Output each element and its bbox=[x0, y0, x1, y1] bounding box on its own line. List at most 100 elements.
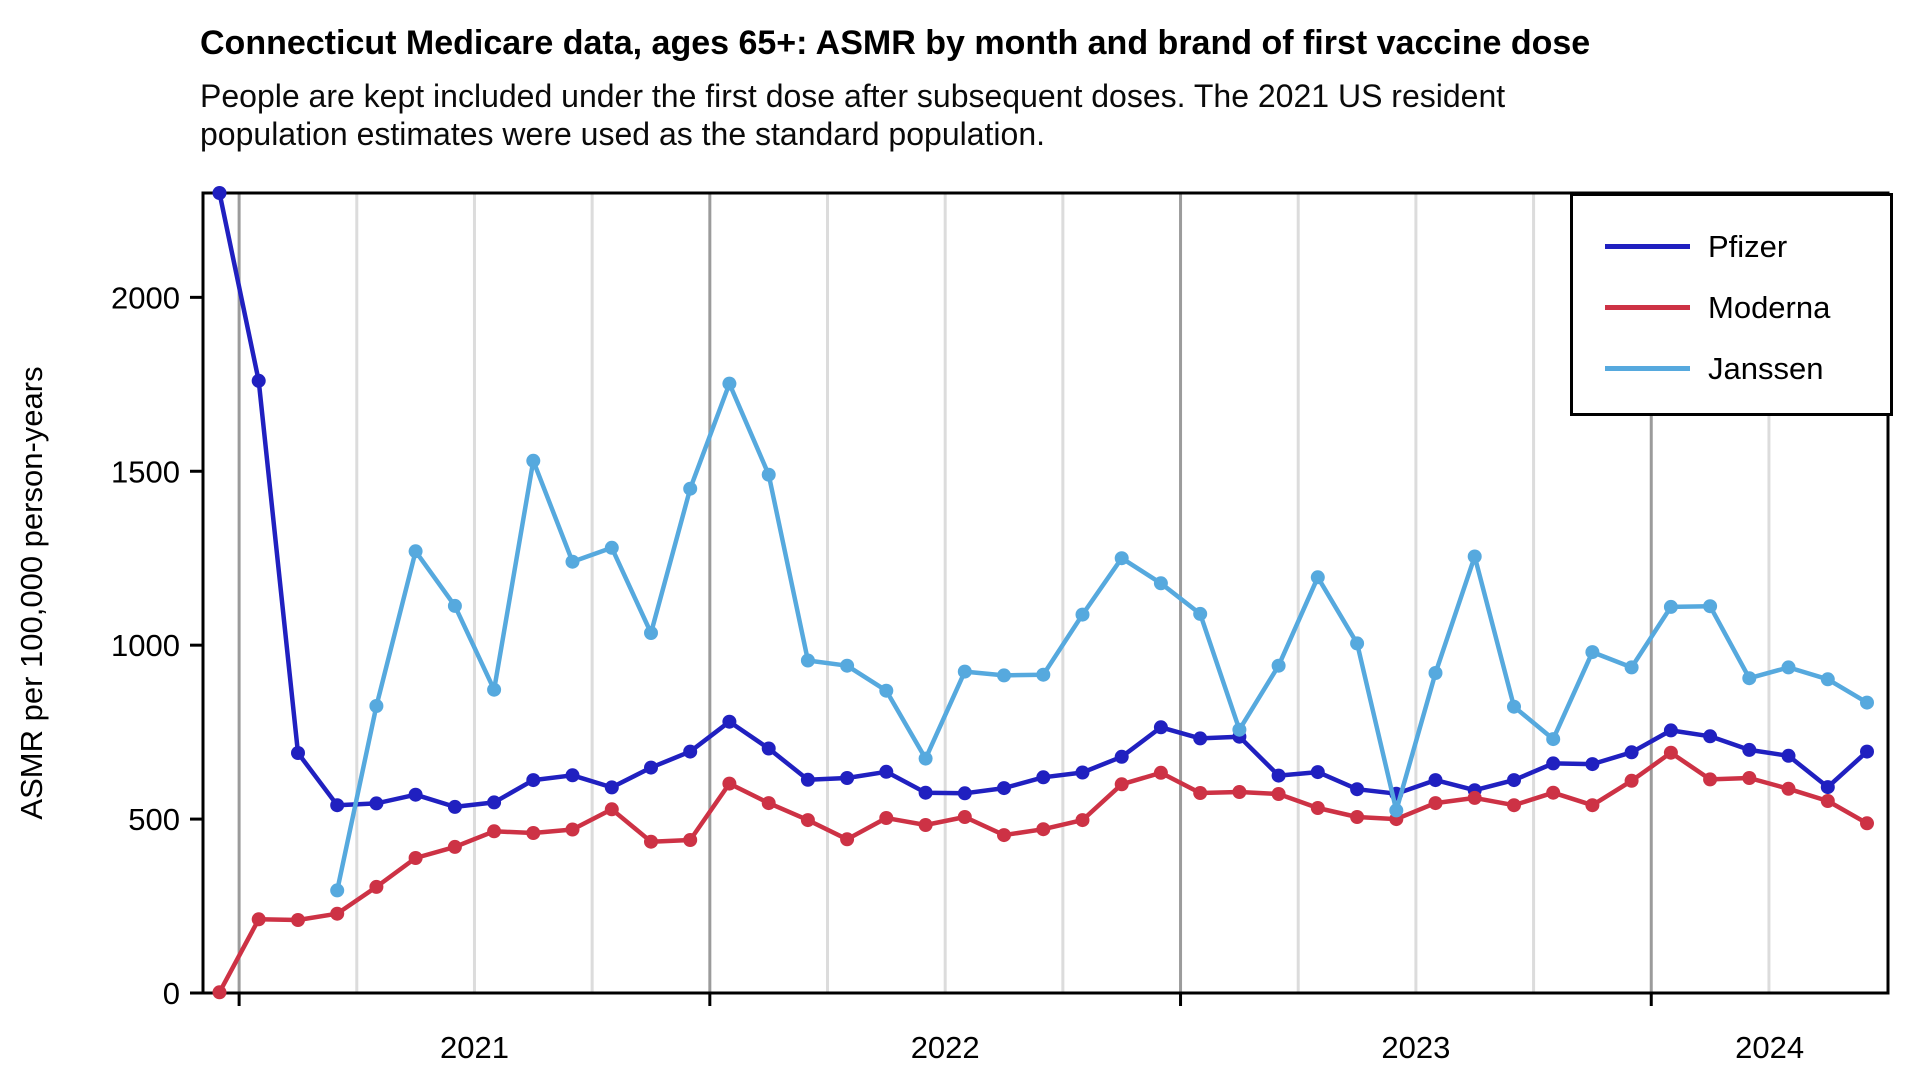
point-janssen bbox=[1310, 570, 1325, 585]
point-moderna bbox=[1663, 745, 1678, 760]
moderna-line-swatch bbox=[1605, 305, 1690, 310]
point-moderna bbox=[1703, 772, 1718, 787]
point-pfizer bbox=[408, 787, 423, 802]
legend-label-pfizer: Pfizer bbox=[1708, 229, 1788, 264]
point-pfizer bbox=[369, 796, 384, 811]
point-janssen bbox=[1742, 671, 1757, 686]
point-janssen bbox=[1232, 722, 1247, 737]
janssen-line-swatch bbox=[1605, 366, 1690, 371]
legend-item-janssen: Janssen bbox=[1573, 348, 1890, 389]
point-moderna bbox=[879, 811, 894, 825]
legend: Pfizer Moderna Janssen bbox=[1570, 193, 1893, 416]
point-pfizer bbox=[1193, 731, 1208, 746]
point-moderna bbox=[291, 913, 305, 927]
x-tick-label-year: 2022 bbox=[911, 1030, 980, 1065]
y-tick-label: 1500 bbox=[111, 454, 180, 489]
point-pfizer bbox=[1036, 770, 1051, 785]
point-janssen bbox=[644, 626, 658, 640]
point-pfizer bbox=[761, 741, 776, 756]
point-moderna bbox=[251, 912, 266, 927]
plot-border bbox=[201, 191, 1890, 995]
point-moderna bbox=[212, 985, 227, 1000]
legend-label-janssen: Janssen bbox=[1708, 351, 1824, 386]
point-pfizer bbox=[1350, 782, 1365, 797]
point-pfizer bbox=[1271, 768, 1286, 783]
point-pfizer bbox=[1114, 749, 1129, 764]
point-janssen bbox=[330, 883, 345, 898]
point-moderna bbox=[1193, 786, 1208, 800]
point-moderna bbox=[840, 832, 855, 847]
point-janssen bbox=[1585, 645, 1600, 660]
point-janssen bbox=[1271, 658, 1286, 673]
point-janssen bbox=[447, 598, 462, 613]
point-pfizer bbox=[879, 764, 894, 779]
point-pfizer bbox=[1310, 765, 1325, 780]
point-moderna bbox=[487, 824, 502, 839]
point-janssen bbox=[1075, 607, 1090, 622]
point-janssen bbox=[683, 481, 698, 496]
point-pfizer bbox=[487, 795, 502, 810]
legend-item-moderna: Moderna bbox=[1573, 287, 1890, 328]
point-janssen bbox=[1114, 551, 1129, 566]
point-pfizer bbox=[1703, 729, 1718, 744]
x-tick-label-year: 2023 bbox=[1381, 1030, 1450, 1065]
point-pfizer bbox=[957, 786, 972, 801]
point-moderna bbox=[330, 906, 345, 921]
point-moderna bbox=[1153, 765, 1168, 780]
point-janssen bbox=[1663, 599, 1678, 614]
pfizer-line-swatch bbox=[1605, 244, 1690, 249]
point-janssen bbox=[604, 540, 619, 555]
point-moderna bbox=[1624, 773, 1639, 788]
point-moderna bbox=[447, 839, 462, 854]
point-pfizer bbox=[644, 760, 658, 775]
x-tick-label-year: 2021 bbox=[440, 1030, 509, 1065]
point-pfizer bbox=[291, 746, 305, 760]
chart-subtitle-line-1: People are kept included under the first… bbox=[200, 78, 1506, 114]
point-janssen bbox=[722, 376, 737, 391]
point-pfizer bbox=[840, 771, 855, 785]
legend-item-pfizer: Pfizer bbox=[1573, 226, 1890, 267]
point-janssen bbox=[1781, 660, 1796, 675]
point-pfizer bbox=[212, 186, 227, 200]
point-pfizer bbox=[565, 768, 580, 783]
point-janssen bbox=[565, 554, 580, 569]
point-moderna bbox=[1310, 801, 1325, 815]
point-moderna bbox=[957, 810, 972, 824]
point-janssen bbox=[879, 683, 894, 698]
point-janssen bbox=[840, 658, 855, 673]
point-pfizer bbox=[1585, 757, 1600, 772]
point-pfizer bbox=[1624, 745, 1639, 760]
y-tick-label: 0 bbox=[163, 976, 180, 1011]
point-moderna bbox=[1781, 781, 1796, 796]
point-janssen bbox=[526, 453, 541, 468]
point-moderna bbox=[408, 851, 423, 865]
point-moderna bbox=[800, 813, 815, 828]
point-janssen bbox=[1860, 695, 1874, 710]
point-janssen bbox=[1428, 666, 1443, 680]
point-pfizer bbox=[1075, 765, 1090, 780]
point-pfizer bbox=[1153, 720, 1168, 735]
point-moderna bbox=[1036, 822, 1051, 837]
point-moderna bbox=[722, 776, 737, 791]
series-line-janssen bbox=[334, 381, 1870, 893]
chart-subtitle-line-2: population estimates were used as the st… bbox=[200, 116, 1045, 152]
point-moderna bbox=[644, 834, 658, 849]
point-moderna bbox=[604, 802, 619, 817]
point-janssen bbox=[997, 668, 1011, 683]
point-janssen bbox=[369, 699, 384, 713]
point-moderna bbox=[918, 818, 933, 832]
point-moderna bbox=[1350, 810, 1365, 824]
point-moderna bbox=[1820, 794, 1835, 808]
point-janssen bbox=[1703, 599, 1718, 614]
point-janssen bbox=[957, 664, 972, 679]
point-pfizer bbox=[604, 780, 619, 795]
point-moderna bbox=[1546, 785, 1561, 800]
point-pfizer bbox=[1428, 773, 1443, 788]
point-janssen bbox=[1036, 667, 1051, 682]
point-pfizer bbox=[1663, 723, 1678, 738]
point-moderna bbox=[1428, 796, 1443, 811]
point-janssen bbox=[1820, 672, 1835, 687]
point-moderna bbox=[1075, 813, 1090, 828]
